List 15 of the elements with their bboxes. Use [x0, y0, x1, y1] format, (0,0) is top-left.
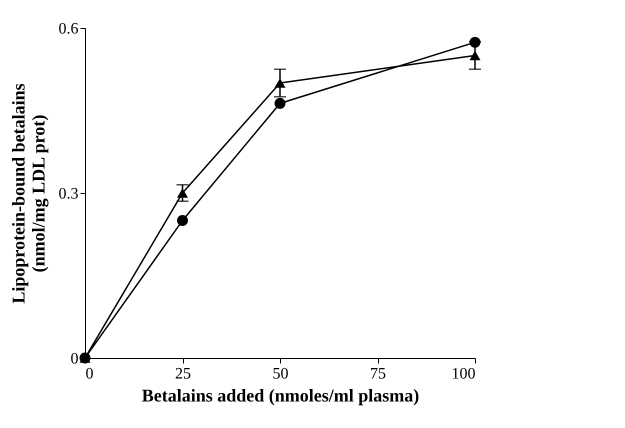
y-tick-label: 0 [70, 350, 78, 368]
x-tick-label: 75 [370, 366, 386, 382]
x-tick-label: 0 [86, 366, 94, 382]
point [274, 98, 286, 109]
point [274, 78, 286, 88]
x-tick-label: 50 [272, 366, 288, 382]
point [177, 188, 188, 198]
y-tick-label: 0.6 [58, 20, 78, 38]
y-axis-title: Lipoprotein-bound betalains (nmol/mg LDL prot) [8, 83, 48, 304]
x-axis-title: Betalains added (nmoles/ml plasma) [142, 386, 420, 406]
y-tick-label: 0.3 [58, 186, 78, 202]
point [470, 50, 480, 60]
point [177, 215, 188, 226]
x-tick-label: 25 [175, 366, 191, 382]
x-tick-label: 100 [452, 366, 476, 382]
